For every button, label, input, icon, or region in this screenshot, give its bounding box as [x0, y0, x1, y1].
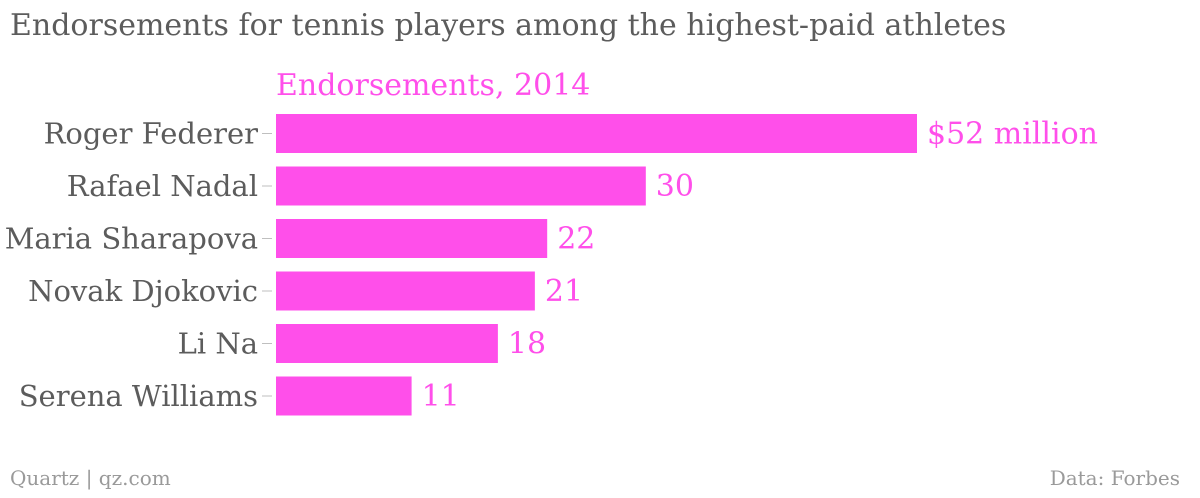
series-label: Endorsements, 2014	[276, 68, 590, 103]
value-label: 18	[508, 327, 546, 362]
value-label: $52 million	[927, 117, 1098, 152]
category-label: Novak Djokovic	[28, 274, 258, 308]
category-label: Roger Federer	[44, 117, 259, 151]
bar	[276, 219, 548, 258]
category-label: Maria Sharapova	[5, 222, 258, 256]
bar	[276, 324, 498, 363]
bar	[276, 114, 917, 153]
category-label: Serena Williams	[19, 379, 258, 413]
category-label: Rafael Nadal	[67, 169, 258, 203]
value-label: 21	[545, 274, 583, 309]
bar	[276, 166, 646, 206]
chart-title: Endorsements for tennis players among th…	[10, 8, 1007, 43]
value-label: 30	[656, 169, 694, 204]
data-source: Data: Forbes	[1049, 466, 1180, 490]
category-label: Li Na	[178, 327, 258, 361]
value-label: 22	[557, 222, 595, 257]
bar	[276, 271, 535, 311]
bar	[276, 376, 412, 416]
value-label: 11	[422, 379, 460, 414]
source-credit: Quartz | qz.com	[10, 466, 171, 490]
